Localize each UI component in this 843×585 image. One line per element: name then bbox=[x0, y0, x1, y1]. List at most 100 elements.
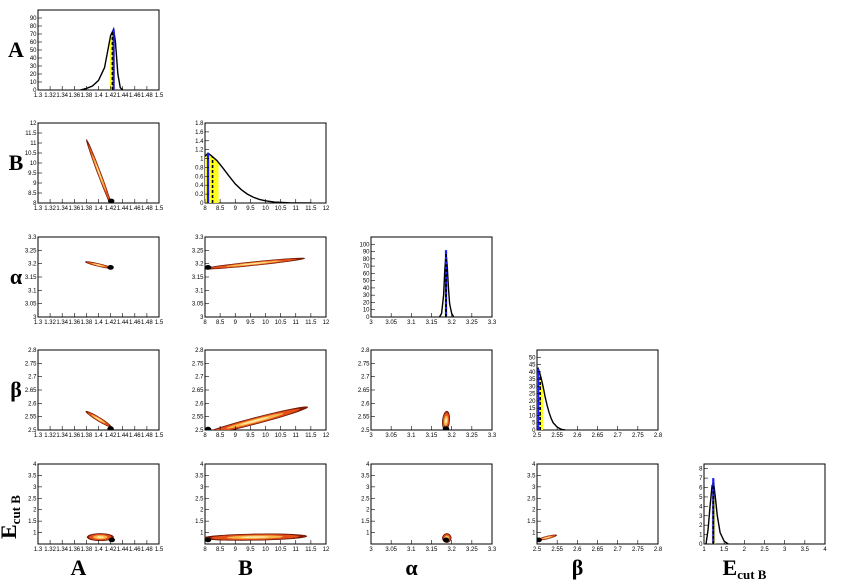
y-tick-label: 2.8 bbox=[28, 348, 37, 354]
x-tick-label: 1.4 bbox=[94, 320, 103, 326]
x-tick-label: 10 bbox=[262, 547, 269, 553]
y-tick-label: 3 bbox=[532, 485, 536, 491]
y-tick-label: 2.6 bbox=[361, 401, 370, 407]
y-tick-label: 3 bbox=[200, 315, 204, 321]
x-tick-label: 2.8 bbox=[654, 547, 663, 553]
y-tick-label: 3.15 bbox=[192, 275, 204, 281]
y-tick-label: 1.4 bbox=[195, 139, 204, 145]
y-tick-label: 40 bbox=[30, 56, 37, 62]
y-tick-label: 80 bbox=[363, 257, 370, 263]
x-tick-label: 9 bbox=[234, 320, 238, 326]
y-tick-label: 10 bbox=[363, 308, 370, 314]
x-tick-label: 1.5 bbox=[155, 320, 164, 326]
contour-core bbox=[445, 418, 447, 424]
col-label-A: A bbox=[71, 555, 87, 580]
y-tick-label: 50 bbox=[529, 355, 536, 361]
col-label-main: β bbox=[572, 555, 584, 580]
x-tick-label: 1.36 bbox=[68, 93, 80, 99]
y-tick-label: 2.65 bbox=[192, 388, 204, 394]
x-tick-label: 1.4 bbox=[94, 433, 103, 439]
row-label-beta: β bbox=[10, 377, 22, 402]
panel-frame bbox=[37, 463, 160, 545]
x-tick-label: 3.3 bbox=[488, 433, 497, 439]
x-tick-label: 3 bbox=[369, 320, 373, 326]
y-tick-label: 2 bbox=[699, 523, 703, 529]
col-label-beta: β bbox=[572, 555, 584, 580]
x-tick-label: 2.6 bbox=[573, 547, 582, 553]
y-tick-label: 1 bbox=[200, 531, 204, 537]
x-tick-label: 1.48 bbox=[141, 433, 153, 439]
x-tick-label: 1.5 bbox=[720, 547, 729, 553]
y-tick-label: 70 bbox=[30, 32, 37, 38]
x-tick-label: 3.05 bbox=[385, 433, 397, 439]
panel-content bbox=[205, 406, 309, 430]
y-tick-label: 3.3 bbox=[28, 235, 37, 241]
panel-beta-vs-ecut: 2.5 2.55 2.6 2.65 2.7 2.75 2.8 1 1.5 2 2.5 3 3.5 4 bbox=[527, 462, 663, 553]
contour-core bbox=[544, 536, 550, 539]
panel-frame bbox=[370, 463, 493, 545]
y-tick-label: 40 bbox=[529, 370, 536, 376]
x-tick-label: 2.55 bbox=[551, 433, 563, 439]
x-tick-label: 3.25 bbox=[466, 547, 478, 553]
x-tick-label: 12 bbox=[323, 320, 330, 326]
col-label-main: α bbox=[405, 555, 418, 580]
x-tick-label: 1.34 bbox=[56, 547, 68, 553]
x-tick-label: 11.5 bbox=[305, 206, 317, 212]
y-tick-label: 1.2 bbox=[195, 148, 204, 154]
y-tick-label: 2.55 bbox=[192, 415, 204, 421]
y-tick-label: 1.5 bbox=[195, 519, 204, 525]
x-tick-label: 1.44 bbox=[117, 547, 129, 553]
y-tick-label: 2.7 bbox=[361, 375, 370, 381]
y-tick-label: 3 bbox=[699, 514, 703, 520]
x-tick-label: 3.05 bbox=[385, 320, 397, 326]
panel-content bbox=[537, 534, 558, 543]
x-tick-label: 2.5 bbox=[533, 547, 542, 553]
panel-frame bbox=[703, 463, 826, 545]
posterior-curve bbox=[80, 26, 124, 90]
x-tick-label: 11 bbox=[293, 320, 300, 326]
x-tick-label: 4 bbox=[823, 547, 827, 553]
x-tick-label: 1.42 bbox=[105, 320, 117, 326]
panel-alpha-vs-beta: 3 3.05 3.1 3.15 3.2 3.25 3.3 2.5 2.55 2.6 2.65 2.7 2… bbox=[358, 348, 497, 439]
x-tick-label: 1.34 bbox=[56, 320, 68, 326]
x-tick-label: 1.34 bbox=[56, 206, 68, 212]
best-fit-marker bbox=[108, 537, 116, 543]
panel-A-vs-ecut: 1.3 1.32 1.34 1.36 1.38 1.4 1.42 1.44 1.46 1.48 1.… bbox=[28, 462, 164, 553]
y-tick-label: 3.05 bbox=[25, 302, 37, 308]
row-label-alpha: α bbox=[10, 264, 23, 289]
panel-content bbox=[205, 533, 308, 543]
y-tick-label: 4 bbox=[366, 462, 370, 468]
y-tick-label: 35 bbox=[529, 377, 536, 383]
y-tick-label: 4 bbox=[200, 462, 204, 468]
y-tick-label: 0 bbox=[699, 542, 703, 548]
row-label-sub: cut B bbox=[8, 495, 23, 525]
panel-content bbox=[86, 533, 116, 543]
row-label-ecut: Ecut B bbox=[0, 495, 23, 539]
col-label-main: E bbox=[723, 555, 738, 580]
y-tick-label: 2.7 bbox=[195, 375, 204, 381]
contour-core bbox=[95, 416, 102, 422]
x-tick-label: 1.48 bbox=[141, 206, 153, 212]
x-tick-label: 2.65 bbox=[592, 433, 604, 439]
panel-frame bbox=[204, 122, 327, 204]
x-tick-label: 11.5 bbox=[305, 433, 317, 439]
y-tick-label: 3.5 bbox=[527, 473, 536, 479]
y-tick-label: 3.05 bbox=[192, 302, 204, 308]
col-label-main: A bbox=[71, 555, 87, 580]
panel-content bbox=[85, 410, 114, 430]
x-tick-label: 1.46 bbox=[129, 206, 141, 212]
x-tick-label: 1.4 bbox=[94, 547, 103, 553]
y-tick-label: 1 bbox=[33, 531, 37, 537]
x-tick-label: 1.46 bbox=[129, 320, 141, 326]
y-tick-label: 1 bbox=[699, 533, 703, 539]
x-tick-label: 2.5 bbox=[533, 433, 542, 439]
panel-content bbox=[442, 410, 450, 430]
x-tick-label: 8.5 bbox=[216, 320, 225, 326]
y-tick-label: 30 bbox=[363, 293, 370, 299]
y-tick-label: 10 bbox=[30, 80, 37, 86]
y-tick-label: 2.55 bbox=[358, 415, 370, 421]
x-tick-label: 12 bbox=[323, 206, 330, 212]
posterior-curve bbox=[705, 480, 729, 544]
